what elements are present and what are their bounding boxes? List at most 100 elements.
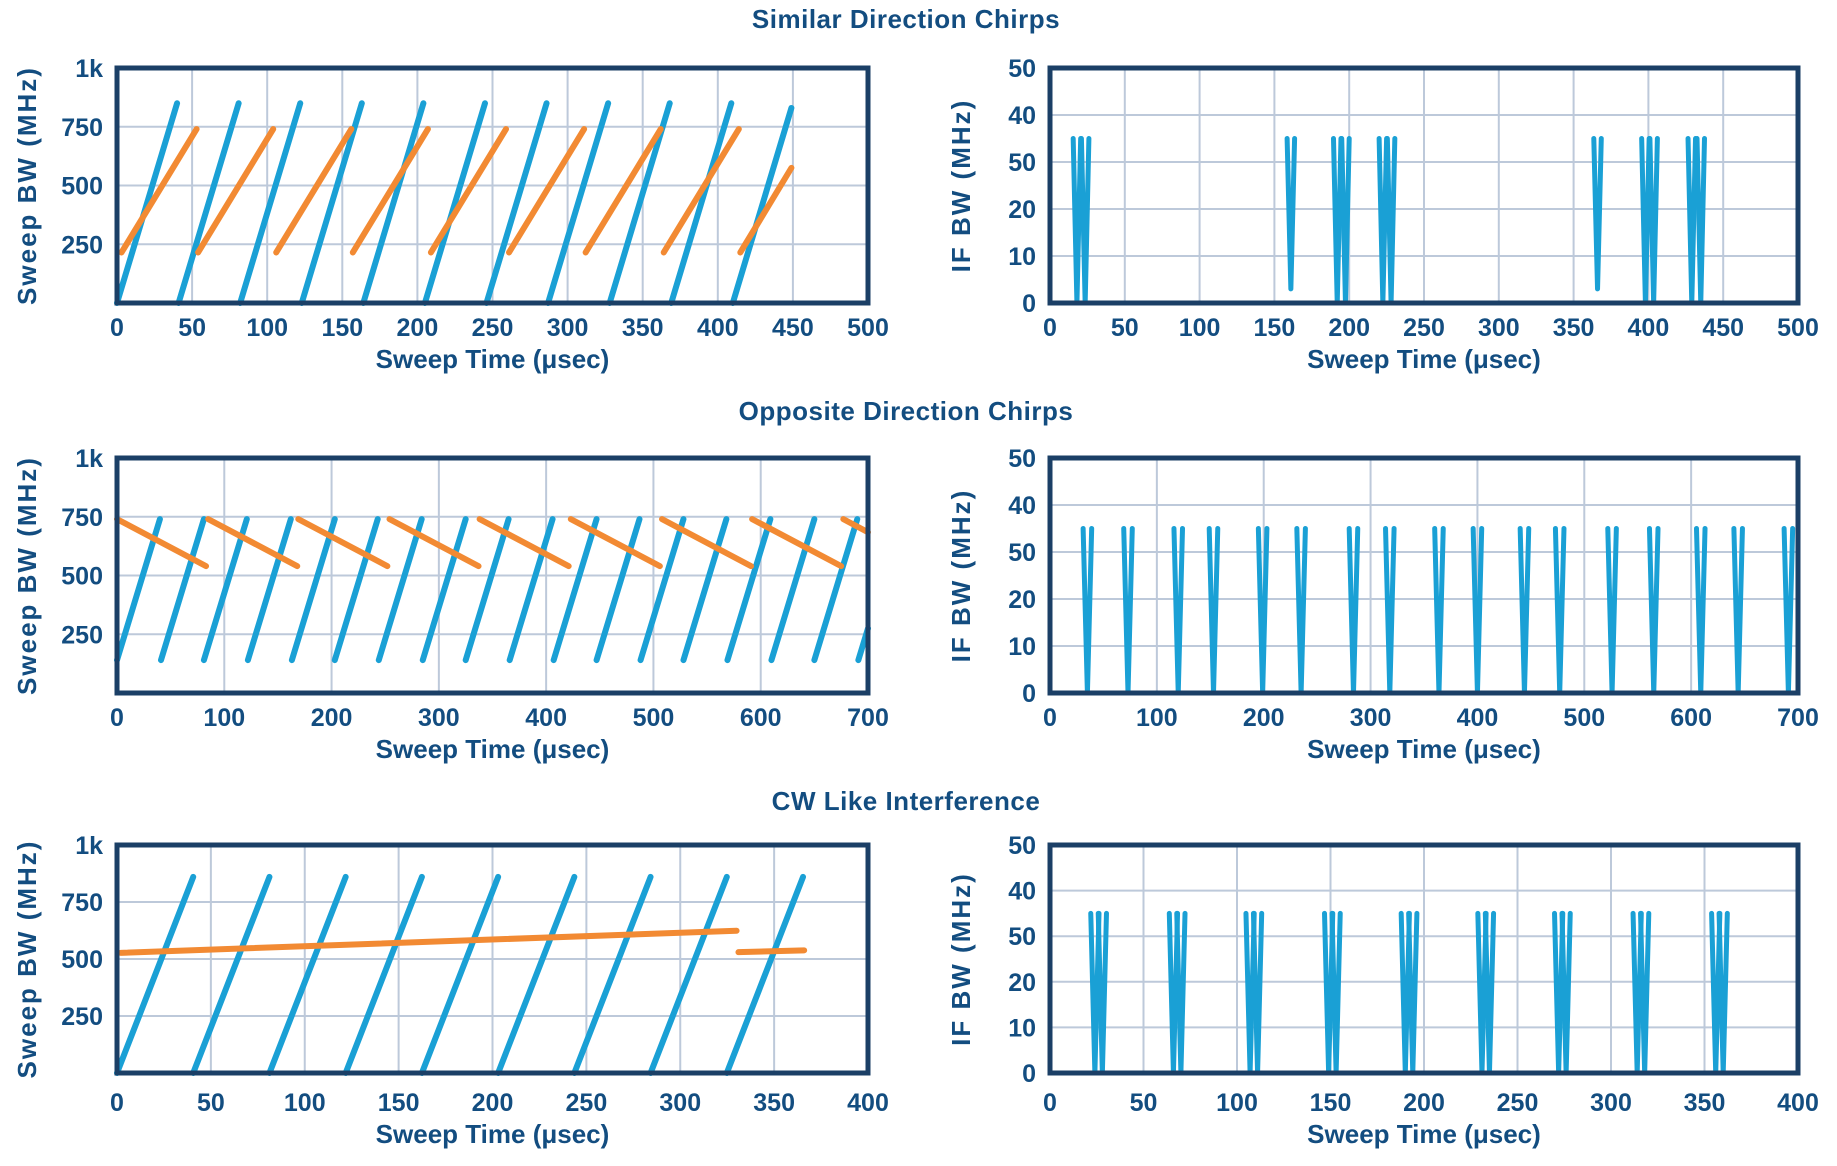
y-tick-label: 750 xyxy=(61,889,103,917)
x-tick-label: 450 xyxy=(772,314,814,342)
chirp-segment xyxy=(637,516,687,664)
x-tick-label: 200 xyxy=(1403,1089,1445,1117)
plot-frame xyxy=(114,455,871,696)
y-tick-label: 0 xyxy=(1022,290,1036,318)
x-tick-label: 250 xyxy=(472,314,514,342)
x-tick-label: 250 xyxy=(1403,314,1445,342)
if-spike xyxy=(1406,910,1420,1076)
y-tick-label: 500 xyxy=(61,946,103,974)
x-tick-label: 500 xyxy=(847,314,889,342)
x-tick-label: 450 xyxy=(1702,314,1744,342)
chirp-segment xyxy=(749,516,845,570)
if-spike xyxy=(1781,526,1796,696)
if-spike xyxy=(1384,136,1398,306)
chirp-segment xyxy=(462,516,512,664)
x-tick-label: 600 xyxy=(740,704,782,732)
y-tick-label: 500 xyxy=(61,563,103,591)
chirp-segment xyxy=(266,873,349,1076)
chirp-segment xyxy=(659,516,755,570)
x-tick-label: 50 xyxy=(178,314,206,342)
row-title-opposite-direction-chirps: Opposite Direction Chirps xyxy=(738,396,1074,426)
y-tick-label: 250 xyxy=(61,1003,103,1031)
chirp-segment xyxy=(840,516,871,536)
chirp-segment xyxy=(606,100,673,306)
if-spike xyxy=(1693,526,1708,696)
y-tick-label: 50 xyxy=(1008,923,1036,951)
y-tick-label: 50 xyxy=(1008,149,1036,177)
x-tick-label: 150 xyxy=(378,1089,420,1117)
if-spike xyxy=(1482,910,1497,1076)
if-spike xyxy=(1206,526,1221,696)
y-tick-label: 1k xyxy=(75,832,103,860)
chirp-segment xyxy=(729,104,795,306)
victim-chirp-line xyxy=(114,100,795,306)
x-tick-label: 400 xyxy=(1457,704,1499,732)
x-tick-label: 150 xyxy=(1254,314,1296,342)
y-tick-label: 40 xyxy=(1008,492,1036,520)
y-tick-label: 50 xyxy=(1008,445,1036,473)
if-spike xyxy=(1731,526,1745,696)
chirp-segment xyxy=(295,516,391,570)
if-spike xyxy=(1638,910,1652,1076)
if-spike xyxy=(1432,526,1446,696)
y-tick-label: 20 xyxy=(1008,969,1036,997)
interferer-chirp-line xyxy=(118,126,795,256)
x-tick-label: 200 xyxy=(1328,314,1370,342)
chirp-segment xyxy=(244,516,294,664)
if-spike xyxy=(1591,136,1604,292)
y-tick-label: 40 xyxy=(1008,102,1036,130)
chirp-segment xyxy=(724,516,774,664)
x-tick-label: 300 xyxy=(1350,704,1392,732)
y-axis-label: Sweep BW (MHz) xyxy=(12,66,42,305)
if-spike xyxy=(1294,526,1308,696)
if-spike-line xyxy=(1088,910,1730,1076)
y-tick-label: 20 xyxy=(1008,586,1036,614)
y-tick-label: 10 xyxy=(1008,633,1036,661)
chart-cw-left: 0 50 100 150 200 250 300 350 4001k750500250Sweep… xyxy=(12,832,889,1149)
chart-cw-right: 0 50 100 150 200 250 300 350 40050405020100Sweep… xyxy=(946,832,1819,1149)
x-tick-label: 200 xyxy=(472,1089,514,1117)
x-axis-label: Sweep Time (μsec) xyxy=(1307,1119,1541,1149)
x-axis-label: Sweep Time (μsec) xyxy=(376,734,610,764)
if-spike xyxy=(1383,526,1397,696)
chirp-segment xyxy=(421,100,488,306)
chirp-segment xyxy=(476,516,572,570)
if-spike xyxy=(1685,136,1699,306)
if-spike xyxy=(1552,526,1567,696)
y-tick-label: 50 xyxy=(1008,55,1036,83)
plot-frame xyxy=(1047,455,1801,696)
if-spike xyxy=(1605,526,1619,696)
chirp-segment xyxy=(567,516,663,570)
chirp-segment xyxy=(735,947,808,956)
x-tick-label: 350 xyxy=(753,1089,795,1117)
chirp-segment xyxy=(288,516,338,664)
if-spike xyxy=(1339,136,1352,306)
x-tick-label: 400 xyxy=(1777,1089,1819,1117)
y-tick-label: 0 xyxy=(1022,680,1036,708)
x-tick-label: 500 xyxy=(633,704,675,732)
chirp-segment xyxy=(506,126,588,256)
chirp-segment xyxy=(668,100,735,306)
plot-frame xyxy=(1047,842,1801,1076)
x-tick-label: 700 xyxy=(847,704,889,732)
x-tick-label: 0 xyxy=(110,704,124,732)
if-spike xyxy=(1647,136,1660,306)
grid-lines xyxy=(1050,458,1798,693)
chirp-segment xyxy=(723,873,807,1076)
chirp-segment xyxy=(114,873,197,1076)
chirp-segment xyxy=(237,100,304,306)
chirp-segment xyxy=(506,516,556,664)
x-tick-label: 700 xyxy=(1777,704,1819,732)
chirp-segment xyxy=(205,516,301,570)
y-tick-label: 750 xyxy=(61,114,103,142)
grid-lines xyxy=(117,458,868,693)
chirp-segment xyxy=(647,873,730,1076)
if-spike xyxy=(1174,910,1188,1076)
if-spike xyxy=(1716,910,1730,1076)
x-axis-label: Sweep Time (μsec) xyxy=(376,1119,610,1149)
x-tick-label: 0 xyxy=(110,314,124,342)
chart-similar-left: 0 50 100 150 200 250 300 350 400 450 500 1k 750 500 25… xyxy=(12,55,889,374)
chirp-segment xyxy=(331,516,381,664)
x-tick-label: 350 xyxy=(1684,1089,1726,1117)
